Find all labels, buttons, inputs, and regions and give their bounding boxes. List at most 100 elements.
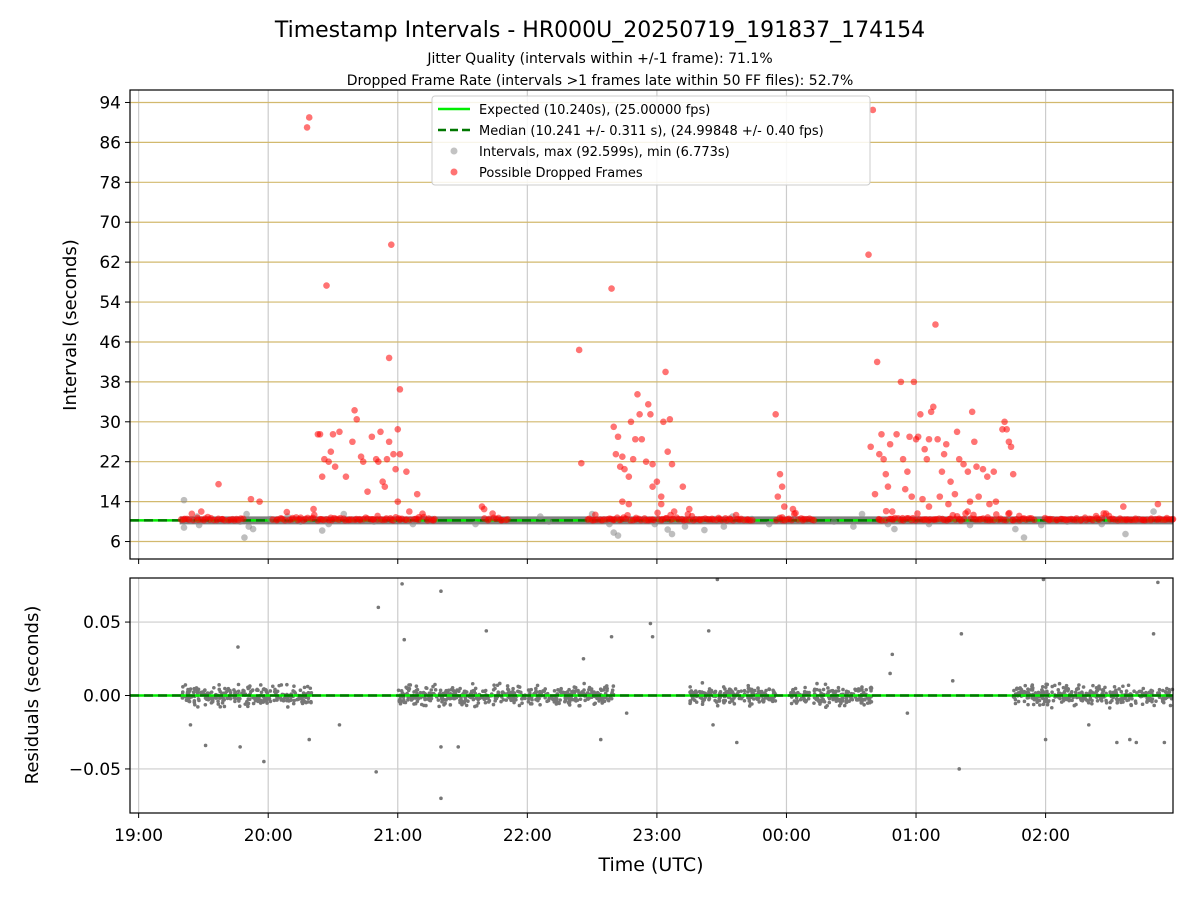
interval-point — [664, 526, 671, 533]
residual-point — [1090, 701, 1094, 706]
residual-point — [841, 687, 845, 692]
residual-point — [868, 686, 873, 690]
residual-point — [600, 700, 605, 704]
residual-point — [302, 685, 307, 690]
interval-point — [195, 521, 203, 529]
interval-point — [1122, 530, 1129, 538]
residual-point — [708, 690, 713, 695]
residual-point — [550, 696, 554, 701]
residual-point — [1128, 737, 1132, 742]
residual-point — [238, 745, 242, 749]
intervals-y-tick-label: 30 — [99, 413, 121, 433]
residual-point — [823, 682, 828, 687]
residual-point — [850, 697, 855, 702]
residual-point — [1090, 690, 1094, 695]
residual-point — [439, 589, 443, 594]
residuals-y-axis: 0.05 0.00 −0.05 — [69, 613, 130, 780]
residual-point — [573, 696, 578, 700]
residual-point — [516, 684, 520, 689]
residual-point — [236, 682, 241, 687]
residual-point — [1023, 683, 1028, 688]
dropped-frame-point — [749, 516, 756, 524]
residual-point — [203, 696, 208, 700]
dropped-frame-point — [899, 455, 907, 463]
interval-point — [681, 523, 689, 530]
dropped-frame-point — [993, 511, 1000, 518]
dropped-frame-point — [647, 411, 654, 418]
dropped-frame-point — [504, 516, 511, 523]
dropped-frame-point — [578, 459, 585, 467]
residual-point — [554, 696, 559, 701]
residual-point — [203, 688, 207, 692]
residual-point — [251, 701, 256, 706]
residual-point — [460, 699, 464, 703]
residual-point — [905, 711, 910, 715]
residual-point — [247, 697, 252, 702]
residual-point — [186, 687, 190, 692]
residual-point — [597, 699, 601, 703]
dropped-frame-point — [654, 509, 661, 517]
residual-point — [212, 685, 216, 690]
chart-subtitle-jitter: Jitter Quality (intervals within +/-1 fr… — [426, 51, 772, 67]
dropped-frame-point — [986, 500, 993, 508]
residual-point — [418, 690, 423, 695]
residual-point — [751, 697, 756, 701]
residual-point — [836, 685, 841, 690]
residual-point — [1125, 698, 1129, 703]
residual-point — [250, 688, 255, 692]
residual-point — [862, 697, 867, 702]
residual-point — [1156, 691, 1160, 695]
residuals-y-tick-label: 0.05 — [83, 613, 121, 633]
residual-point — [771, 688, 775, 693]
residual-point — [476, 701, 481, 705]
residual-point — [791, 688, 795, 693]
residual-point — [1154, 699, 1158, 703]
residual-point — [414, 684, 419, 688]
dropped-frame-point — [953, 428, 961, 436]
residual-point — [624, 711, 629, 715]
residual-point — [688, 701, 692, 706]
dropped-frame-point — [901, 485, 909, 493]
residual-point — [256, 688, 260, 693]
residual-point — [253, 698, 258, 702]
residuals-x-axis: 19:00 20:00 21:00 22:00 23:00 00:00 01:00 02:00 — [114, 813, 1070, 846]
residual-point — [700, 696, 704, 701]
dropped-frame-point — [634, 391, 641, 398]
dropped-frame-point — [774, 493, 782, 500]
residual-point — [406, 688, 411, 693]
residual-point — [1073, 690, 1078, 695]
x-tick-label: 20:00 — [244, 826, 293, 846]
residual-point — [233, 699, 237, 704]
residual-point — [1097, 684, 1101, 688]
residual-point — [1150, 689, 1155, 693]
residual-point — [233, 691, 237, 695]
residual-point — [959, 632, 964, 636]
dropped-frame-point — [897, 378, 905, 386]
residual-point — [297, 696, 302, 701]
dropped-frame-point — [979, 465, 987, 473]
dropped-frame-point — [610, 423, 618, 431]
dropped-frame-point — [1030, 516, 1038, 524]
residual-point — [1121, 684, 1125, 689]
residual-point — [1164, 690, 1169, 695]
residual-point — [746, 690, 750, 694]
interval-point — [241, 534, 248, 541]
residual-point — [228, 688, 232, 693]
residual-point — [451, 696, 456, 701]
dropped-frame-point — [318, 473, 326, 480]
residual-point — [1114, 688, 1118, 693]
residual-point — [523, 696, 527, 701]
dropped-frame-point — [653, 478, 661, 485]
residual-point — [1067, 698, 1072, 702]
residual-point — [1168, 703, 1173, 708]
residual-point — [448, 703, 453, 707]
residual-point — [210, 699, 215, 704]
residual-point — [218, 705, 223, 709]
dropped-frame-point — [668, 460, 676, 468]
dropped-frame-point — [387, 241, 395, 248]
dropped-frame-point — [990, 516, 998, 524]
dropped-frame-point — [379, 478, 386, 485]
residual-point — [216, 699, 220, 704]
dropped-frame-point — [934, 435, 941, 443]
residual-point — [1077, 683, 1081, 687]
